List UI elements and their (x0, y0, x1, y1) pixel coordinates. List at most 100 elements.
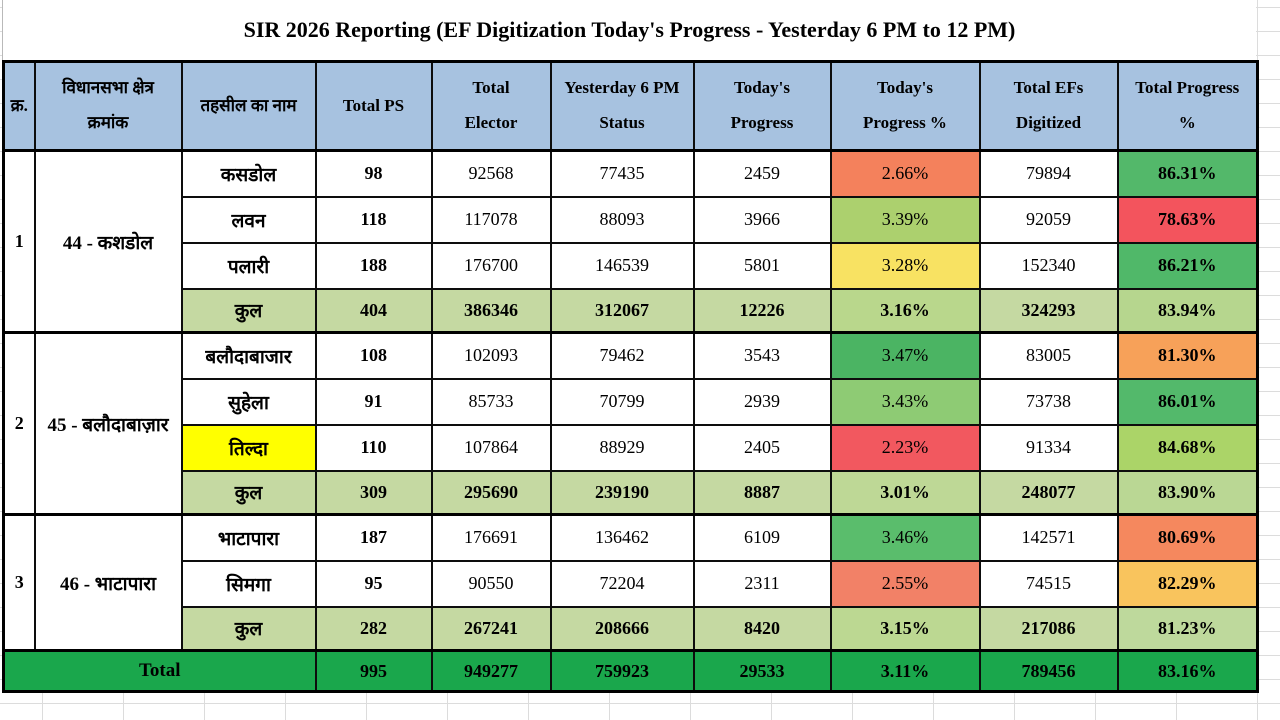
cell-total-ps[interactable]: 188 (314, 241, 433, 290)
cell-total-progress-pct[interactable]: 82.29% (1116, 559, 1259, 608)
cell-yesterday-status[interactable]: 88093 (549, 195, 695, 244)
cell-total-progress-pct[interactable]: 78.63% (1116, 195, 1259, 244)
cell-total-efs-digitized[interactable]: 79894 (978, 149, 1119, 198)
cell-total-progress-pct[interactable]: 84.68% (1116, 423, 1259, 472)
cell-todays-progress-pct[interactable]: 3.28% (829, 241, 981, 290)
cell-total-progress-pct[interactable]: 80.69% (1116, 513, 1259, 562)
cell-tehsil-name[interactable]: सुहेला (180, 377, 317, 426)
cell-total-progress-pct[interactable]: 81.30% (1116, 331, 1259, 380)
cell-todays-progress-pct[interactable]: 3.46% (829, 513, 981, 562)
cell-total-elector[interactable]: 92568 (430, 149, 552, 198)
cell-tehsil-name[interactable]: सिमगा (180, 559, 317, 608)
cell-tehsil-name[interactable]: बलौदाबाजार (180, 331, 317, 380)
cell-todays-progress[interactable]: 3543 (692, 331, 832, 380)
cell-tehsil-name[interactable]: पलारी (180, 241, 317, 290)
cell-todays-progress-pct[interactable]: 2.55% (829, 559, 981, 608)
cell-todays-progress-pct[interactable]: 3.43% (829, 377, 981, 426)
cell-todays-progress[interactable]: 2939 (692, 377, 832, 426)
cell-total-efs-digitized[interactable]: 83005 (978, 331, 1119, 380)
cell-todays-progress[interactable]: 8420 (692, 605, 832, 652)
cell-total-elector[interactable]: 90550 (430, 559, 552, 608)
cell-total-elector[interactable]: 176691 (430, 513, 552, 562)
cell-constituency[interactable]: 45 - बलौदाबाज़ार (33, 331, 183, 516)
cell-total-progress-pct[interactable]: 86.01% (1116, 377, 1259, 426)
cell-yesterday-status[interactable]: 72204 (549, 559, 695, 608)
cell-grand-total-label[interactable]: Total (2, 649, 317, 693)
cell-total-elector[interactable]: 107864 (430, 423, 552, 472)
cell-yesterday-status[interactable]: 136462 (549, 513, 695, 562)
cell-constituency[interactable]: 44 - कशडोल (33, 149, 183, 334)
cell-total-ps[interactable]: 282 (314, 605, 433, 652)
cell-total-elector[interactable]: 386346 (430, 287, 552, 334)
cell-yesterday-status[interactable]: 70799 (549, 377, 695, 426)
cell-tehsil-name[interactable]: तिल्दा (180, 423, 317, 472)
cell-yesterday-status[interactable]: 239190 (549, 469, 695, 516)
cell-total-ps[interactable]: 309 (314, 469, 433, 516)
cell-yesterday-status[interactable]: 208666 (549, 605, 695, 652)
cell-grand-elector[interactable]: 949277 (430, 649, 552, 693)
cell-total-elector[interactable]: 176700 (430, 241, 552, 290)
cell-todays-progress[interactable]: 5801 (692, 241, 832, 290)
cell-total-efs-digitized[interactable]: 73738 (978, 377, 1119, 426)
cell-total-progress-pct[interactable]: 86.31% (1116, 149, 1259, 198)
cell-total-efs-digitized[interactable]: 324293 (978, 287, 1119, 334)
cell-todays-progress[interactable]: 2311 (692, 559, 832, 608)
cell-total-ps[interactable]: 118 (314, 195, 433, 244)
cell-total-progress-pct[interactable]: 86.21% (1116, 241, 1259, 290)
cell-yesterday-status[interactable]: 312067 (549, 287, 695, 334)
cell-total-efs-digitized[interactable]: 74515 (978, 559, 1119, 608)
cell-total-ps[interactable]: 187 (314, 513, 433, 562)
cell-yesterday-status[interactable]: 77435 (549, 149, 695, 198)
cell-total-ps[interactable]: 91 (314, 377, 433, 426)
cell-total-efs-digitized[interactable]: 217086 (978, 605, 1119, 652)
cell-grand-today[interactable]: 29533 (692, 649, 832, 693)
cell-total-ps[interactable]: 404 (314, 287, 433, 334)
cell-total-efs-digitized[interactable]: 248077 (978, 469, 1119, 516)
cell-grand-ps[interactable]: 995 (314, 649, 433, 693)
cell-grand-today_pct[interactable]: 3.11% (829, 649, 981, 693)
cell-total-progress-pct[interactable]: 83.90% (1116, 469, 1259, 516)
cell-todays-progress-pct[interactable]: 3.39% (829, 195, 981, 244)
cell-todays-progress[interactable]: 3966 (692, 195, 832, 244)
cell-todays-progress-pct[interactable]: 2.66% (829, 149, 981, 198)
cell-serial-number[interactable]: 1 (2, 149, 36, 334)
cell-total-elector[interactable]: 295690 (430, 469, 552, 516)
cell-serial-number[interactable]: 2 (2, 331, 36, 516)
cell-todays-progress[interactable]: 6109 (692, 513, 832, 562)
cell-tehsil-name[interactable]: कसडोल (180, 149, 317, 198)
cell-total-efs-digitized[interactable]: 142571 (978, 513, 1119, 562)
cell-todays-progress[interactable]: 2405 (692, 423, 832, 472)
cell-grand-yesterday[interactable]: 759923 (549, 649, 695, 693)
cell-todays-progress-pct[interactable]: 3.01% (829, 469, 981, 516)
cell-total-elector[interactable]: 102093 (430, 331, 552, 380)
cell-constituency[interactable]: 46 - भाटापारा (33, 513, 183, 652)
cell-total-elector[interactable]: 85733 (430, 377, 552, 426)
cell-total-ps[interactable]: 110 (314, 423, 433, 472)
cell-total-elector[interactable]: 267241 (430, 605, 552, 652)
cell-total-progress-pct[interactable]: 83.94% (1116, 287, 1259, 334)
cell-tehsil-name[interactable]: भाटापारा (180, 513, 317, 562)
cell-grand-efs[interactable]: 789456 (978, 649, 1119, 693)
cell-total-ps[interactable]: 108 (314, 331, 433, 380)
cell-total-efs-digitized[interactable]: 152340 (978, 241, 1119, 290)
cell-total-ps[interactable]: 95 (314, 559, 433, 608)
cell-total-efs-digitized[interactable]: 92059 (978, 195, 1119, 244)
cell-todays-progress[interactable]: 12226 (692, 287, 832, 334)
cell-todays-progress[interactable]: 2459 (692, 149, 832, 198)
cell-yesterday-status[interactable]: 146539 (549, 241, 695, 290)
cell-total-elector[interactable]: 117078 (430, 195, 552, 244)
cell-yesterday-status[interactable]: 79462 (549, 331, 695, 380)
cell-todays-progress-pct[interactable]: 2.23% (829, 423, 981, 472)
cell-total-efs-digitized[interactable]: 91334 (978, 423, 1119, 472)
cell-todays-progress[interactable]: 8887 (692, 469, 832, 516)
cell-subtotal-label[interactable]: कुल (180, 287, 317, 334)
cell-subtotal-label[interactable]: कुल (180, 469, 317, 516)
cell-total-ps[interactable]: 98 (314, 149, 433, 198)
cell-tehsil-name[interactable]: लवन (180, 195, 317, 244)
cell-todays-progress-pct[interactable]: 3.16% (829, 287, 981, 334)
cell-yesterday-status[interactable]: 88929 (549, 423, 695, 472)
cell-serial-number[interactable]: 3 (2, 513, 36, 652)
cell-todays-progress-pct[interactable]: 3.15% (829, 605, 981, 652)
cell-subtotal-label[interactable]: कुल (180, 605, 317, 652)
cell-todays-progress-pct[interactable]: 3.47% (829, 331, 981, 380)
